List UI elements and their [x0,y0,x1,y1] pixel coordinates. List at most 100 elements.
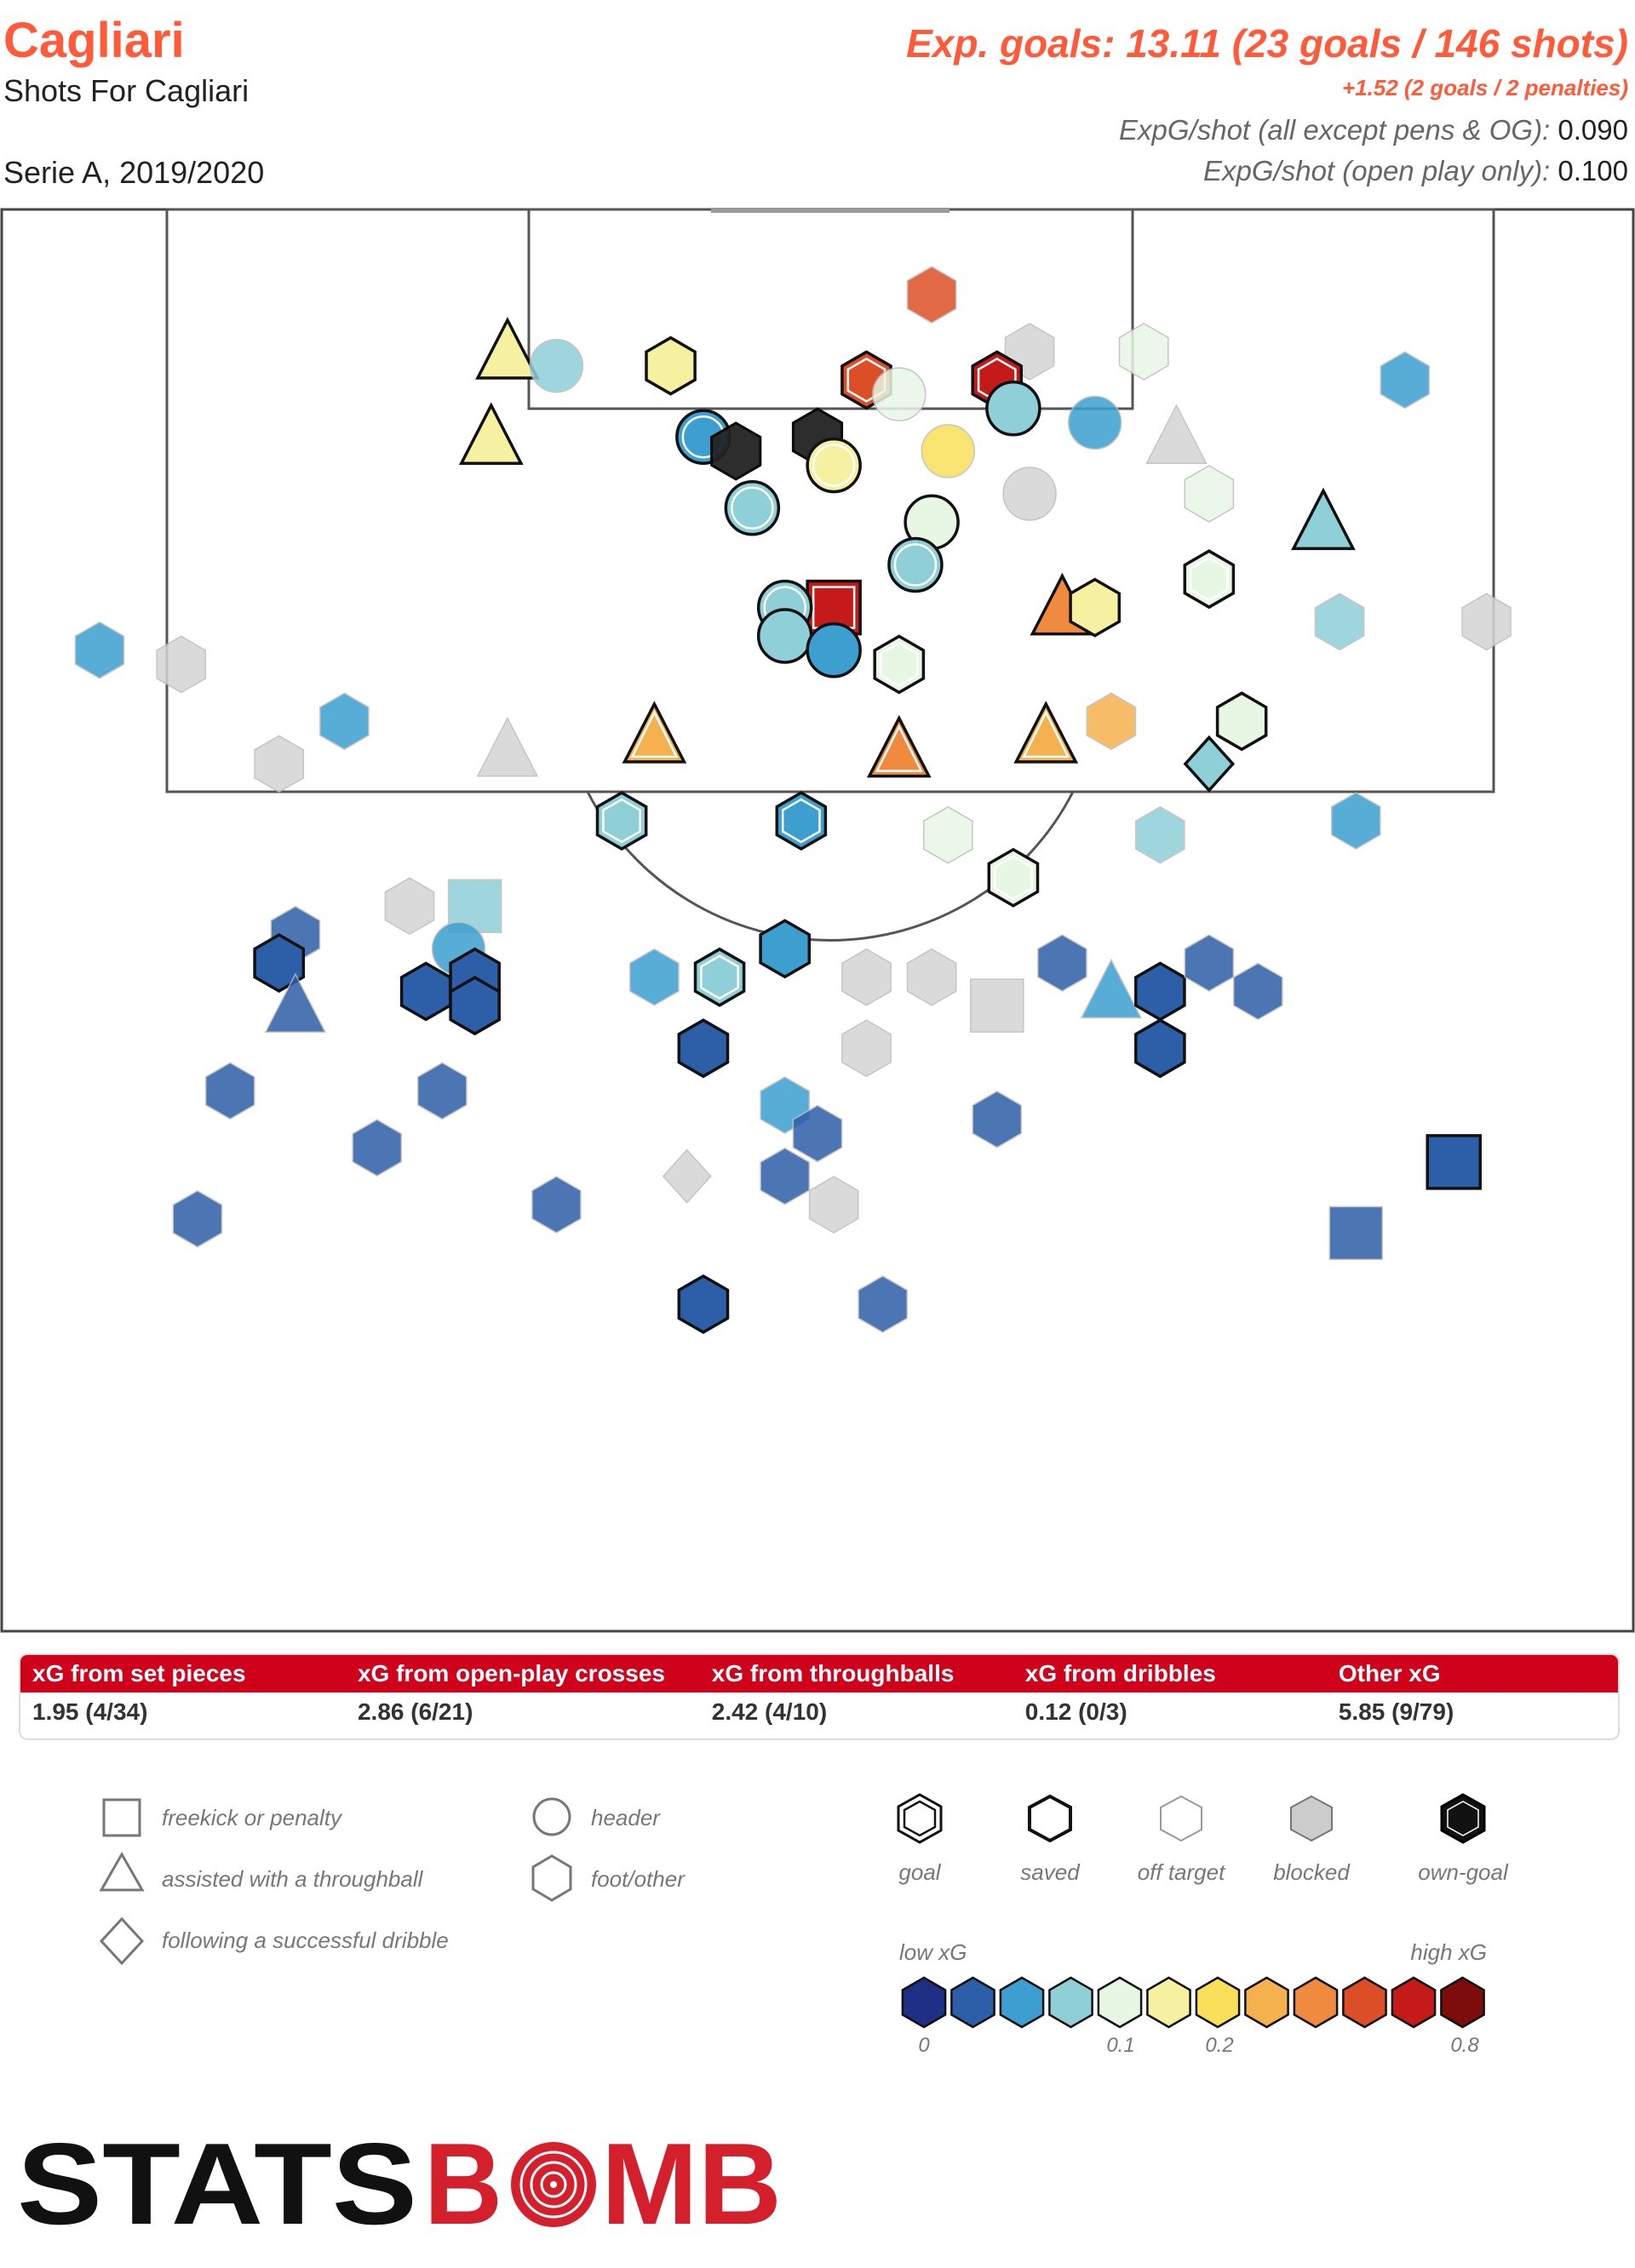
shot-marker-hexagon-blocked [384,877,435,936]
shot-marker-hexagon-saved [677,1274,730,1334]
scale-low-label: low xG [899,1939,967,1965]
stat1-value: 0.090 [1558,114,1628,146]
shot-marker-hexagon-saved [1134,1018,1186,1079]
square-icon [102,1798,141,1837]
shot-marker-triangle-goal [622,701,687,764]
stat1-label: ExpG/shot (all except pens & OG): [1119,114,1551,146]
legend-saved-label: saved [1020,1859,1081,1885]
shot-marker-hexagon-saved [1134,961,1186,1022]
shot-marker-triangle-saved [1291,487,1356,551]
goal-ring [1022,710,1070,759]
shot-marker-circle-blocked [921,424,976,478]
chart-subtitle: Shots For Cagliari [3,73,250,108]
xg-color-scale [901,1976,1485,2029]
summary-header-dribbles: xG from dribbles [1024,1660,1216,1687]
shot-marker-hexagon-blocked [254,735,305,793]
legend-throughball-label: assisted with a throughball [162,1866,424,1892]
scale-swatch-0 [901,1976,947,2029]
shot-marker-hexagon-blocked [1037,934,1087,992]
shot-marker-hexagon-blocked [808,1176,859,1234]
shot-marker-circle-blocked [529,338,584,393]
shot-marker-circle-blocked [1067,395,1122,450]
six-yard-box [527,208,1134,410]
shot-marker-hexagon-saved [449,976,501,1036]
shot-marker-hexagon-blocked [1461,593,1512,651]
xg-headline: Exp. goals: 13.11 (23 goals / 146 shots) [906,21,1628,66]
summary-value-other: 5.85 (9/79) [1338,1698,1454,1725]
shot-marker-hexagon-blocked [972,1090,1023,1148]
shot-marker-hexagon-blocked [1330,792,1381,850]
legend-off-target-label: off target [1138,1859,1226,1885]
legend-foot-label: foot/other [591,1866,686,1892]
goal-ring [602,798,641,844]
scale-tick-0-1: 0.1 [1106,2034,1134,2057]
shot-marker-hexagon-goal [987,847,1040,908]
scale-swatch-11 [1440,1976,1485,2029]
shot-marker-triangle-blocked [476,716,539,777]
shot-marker-hexagon-goal [775,791,828,851]
scale-swatch-2 [999,1976,1045,2029]
shot-marker-diamond-blocked [662,1148,712,1204]
scale-tick-0: 0 [918,2034,930,2057]
legend-goal-label: goal [898,1859,941,1885]
scale-tick-0-2: 0.2 [1205,2034,1233,2057]
shot-marker-square-blocked [1328,1206,1384,1261]
own-goal-inner-icon [1447,1801,1479,1836]
shot-marker-hexagon-goal [1183,549,1236,610]
shot-marker-triangle-blocked [1080,958,1143,1019]
shot-marker-hexagon-saved [759,919,812,979]
shot-marker-hexagon-blocked [531,1176,582,1234]
scale-high-label: high xG [1410,1939,1487,1965]
shot-marker-hexagon-saved [253,933,306,994]
shot-marker-hexagon-blocked [760,1147,811,1206]
goal-ring [700,954,739,1000]
logo-text-mb: MB [601,2125,782,2236]
goal-ring [781,798,821,844]
legend-freekick-label: freekick or penalty [162,1805,343,1830]
triangle-icon [99,1851,145,1892]
shot-marker-hexagon-blocked [922,805,973,864]
team-name: Cagliari [3,13,185,68]
season-label: Serie A, 2019/2020 [3,155,265,190]
summary-value-row: 1.95 (4/34) 2.86 (6/21) 2.42 (4/10) 0.12… [20,1692,1618,1735]
legend-header-label: header [591,1805,661,1830]
summary-value-throughballs: 2.42 (4/10) [711,1698,828,1725]
shot-marker-triangle-blocked [1145,404,1208,464]
shot-marker-hexagon-blocked [841,948,892,1006]
shot-marker-hexagon-blocked [1135,805,1185,864]
xg-summary-table: xG from set pieces xG from open-play cro… [19,1653,1620,1740]
shot-marker-hexagon-blocked [906,948,957,1006]
scale-swatch-10 [1391,1976,1437,2029]
penalty-line: +1.52 (2 goals / 2 penalties) [1342,75,1628,100]
blocked-icon [1290,1795,1333,1842]
shot-marker-hexagon-blocked [1380,351,1431,410]
scale-swatch-9 [1342,1976,1387,2029]
circle-icon [532,1797,571,1836]
shot-marker-hexagon-blocked [906,266,957,324]
goal-ring [875,724,923,772]
summary-value-set-pieces: 1.95 (4/34) [32,1698,148,1725]
statsbomb-logo: STATS B MB [17,2125,782,2236]
shot-marker-triangle-goal [1013,701,1079,764]
goal-ring [893,543,938,587]
shot-marker-hexagon-blocked [858,1275,908,1333]
shot-marker-hexagon-blocked [1118,323,1169,381]
scale-swatch-6 [1195,1976,1241,2029]
shot-marker-triangle-saved [475,317,540,380]
summary-header-crosses: xG from open-play crosses [357,1660,665,1687]
shot-marker-circle-saved [756,608,813,664]
penalty-area [165,208,1495,793]
pitch-lines [0,208,1635,1633]
scale-swatch-4 [1097,1976,1143,2029]
summary-header-set-pieces: xG from set pieces [32,1660,246,1687]
summary-header-row: xG from set pieces xG from open-play cro… [20,1655,1618,1692]
shot-marker-triangle-saved [458,402,524,465]
legend: freekick or penalty assisted with a thro… [99,1793,1509,2057]
legend-dribble-label: following a successful dribble [162,1927,449,1953]
shot-marker-hexagon-blocked [1232,962,1283,1021]
shot-marker-hexagon-own-goal [710,421,762,481]
shot-marker-hexagon-goal [595,791,648,851]
logo-text-stats: STATS [17,2125,417,2236]
shot-marker-hexagon-blocked [352,1119,403,1177]
summary-value-dribbles: 0.12 (0/3) [1024,1698,1127,1725]
